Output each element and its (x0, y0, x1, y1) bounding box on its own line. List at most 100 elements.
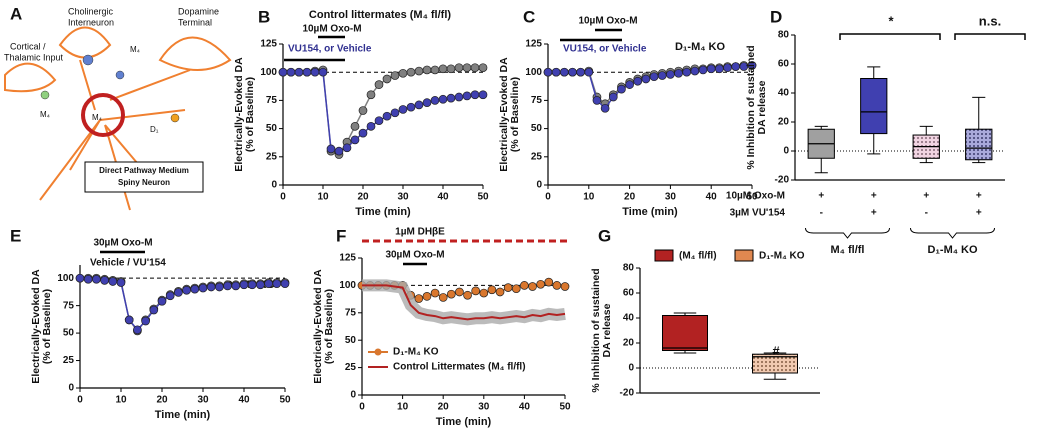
row-mark: + (923, 191, 929, 202)
row-mark: - (820, 208, 823, 219)
marker (674, 68, 683, 78)
marker (174, 288, 183, 297)
marker (264, 279, 273, 289)
y-axis-label: Electrically-Evoked DA (498, 57, 510, 172)
marker (422, 98, 432, 108)
group-label: D₁-M₄ KO (927, 244, 978, 256)
y-tick-label: 0 (350, 390, 356, 401)
x-tick-label: 10 (397, 402, 409, 413)
annotation: 1µM DHβE (395, 227, 445, 238)
y-axis-label: DA release (601, 303, 613, 357)
x-tick-label: 20 (357, 192, 369, 203)
marker (366, 121, 376, 131)
marker (462, 63, 472, 73)
label: Interneuron (68, 17, 114, 27)
y-tick-label: 50 (266, 123, 278, 134)
legend-marker (374, 348, 382, 356)
marker (625, 80, 634, 89)
marker (559, 67, 569, 77)
y-tick-label: 0 (628, 363, 634, 374)
marker (286, 67, 296, 77)
marker (280, 279, 290, 289)
marker (706, 64, 716, 74)
series-line (362, 284, 566, 321)
y-tick-label: 25 (345, 362, 357, 373)
y-tick-label: 75 (266, 95, 278, 106)
marker (470, 63, 480, 73)
y-axis-label: (% of Baseline) (244, 77, 256, 152)
marker (608, 92, 618, 102)
marker (617, 84, 626, 94)
marker (350, 135, 360, 145)
marker (455, 287, 464, 297)
marker (75, 273, 85, 283)
marker (247, 280, 257, 290)
annotation: 30µM Oxo-M (385, 250, 444, 261)
marker (487, 285, 497, 295)
annotation: VU154, or Vehicle (563, 44, 647, 55)
marker (544, 277, 554, 287)
x-tick-label: 30 (397, 192, 409, 203)
y-axis-label: % Inhibition of sustained (590, 268, 602, 392)
group-label: M₄ fl/fl (831, 244, 865, 256)
marker (358, 106, 368, 115)
legend-swatch (734, 249, 754, 262)
marker (536, 279, 545, 289)
y-tick-label: 20 (778, 117, 790, 128)
x-tick-label: 10 (317, 192, 329, 203)
y-axis-label: DA release (756, 80, 768, 134)
annotation: 30µM Oxo-M (93, 238, 152, 249)
marker (430, 65, 440, 75)
marker (342, 143, 352, 153)
annotation: n.s. (979, 13, 1001, 28)
marker (747, 61, 757, 70)
y-tick-label: 80 (778, 30, 790, 41)
y-tick-label: 50 (531, 123, 543, 134)
marker (334, 146, 344, 156)
marker (454, 92, 464, 102)
y-tick-label: 75 (531, 95, 543, 106)
y-axis-label: (% of Baseline) (41, 289, 53, 364)
x-tick-label: 30 (665, 192, 677, 203)
x-tick-label: 20 (156, 395, 168, 406)
marker (520, 281, 529, 290)
marker (382, 74, 392, 84)
marker (649, 72, 659, 82)
marker (414, 100, 424, 110)
y-axis-label: Electrically-Evoked DA (233, 57, 245, 172)
legend-label: D₁-M₄ KO (393, 347, 439, 358)
marker (190, 284, 200, 294)
y-tick-label: 100 (339, 280, 356, 291)
marker (478, 90, 488, 100)
marker (438, 293, 448, 302)
box-pattern (965, 128, 993, 161)
x-tick-label: 10 (115, 395, 127, 406)
x-tick-label: 50 (746, 192, 758, 203)
marker (326, 144, 336, 154)
marker (422, 292, 432, 301)
panel-letter: B (258, 7, 270, 26)
marker (310, 67, 320, 77)
x-tick-label: 10 (583, 192, 595, 203)
x-tick-label: 0 (545, 192, 551, 203)
y-tick-label: 75 (345, 307, 357, 318)
marker (198, 283, 208, 293)
marker (398, 105, 408, 114)
panel-letter: F (336, 226, 346, 245)
annotation: Vehicle / VU'154 (90, 258, 166, 269)
label: Dopamine (178, 6, 219, 16)
y-tick-label: 25 (531, 151, 543, 162)
marker (231, 281, 241, 291)
marker (223, 281, 232, 291)
marker (256, 280, 265, 290)
y-tick-label: 25 (266, 151, 278, 162)
y-tick-label: 50 (63, 328, 75, 339)
marker (446, 64, 456, 74)
y-tick-label: 20 (623, 338, 635, 349)
marker (165, 291, 175, 301)
marker (592, 96, 602, 105)
marker (358, 128, 368, 138)
marker (390, 108, 400, 118)
marker (446, 93, 456, 103)
chart-title: D₁-M₄ KO (675, 41, 726, 53)
